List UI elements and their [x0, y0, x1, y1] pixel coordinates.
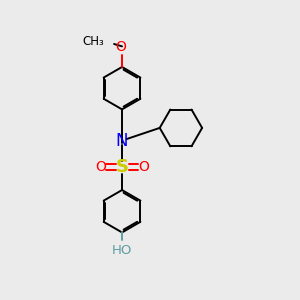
- Text: CH₃: CH₃: [82, 35, 104, 48]
- Text: O: O: [116, 40, 126, 54]
- Text: HO: HO: [112, 244, 132, 256]
- Text: S: S: [116, 158, 128, 176]
- Text: N: N: [116, 132, 128, 150]
- Text: O: O: [138, 160, 149, 174]
- Text: O: O: [95, 160, 106, 174]
